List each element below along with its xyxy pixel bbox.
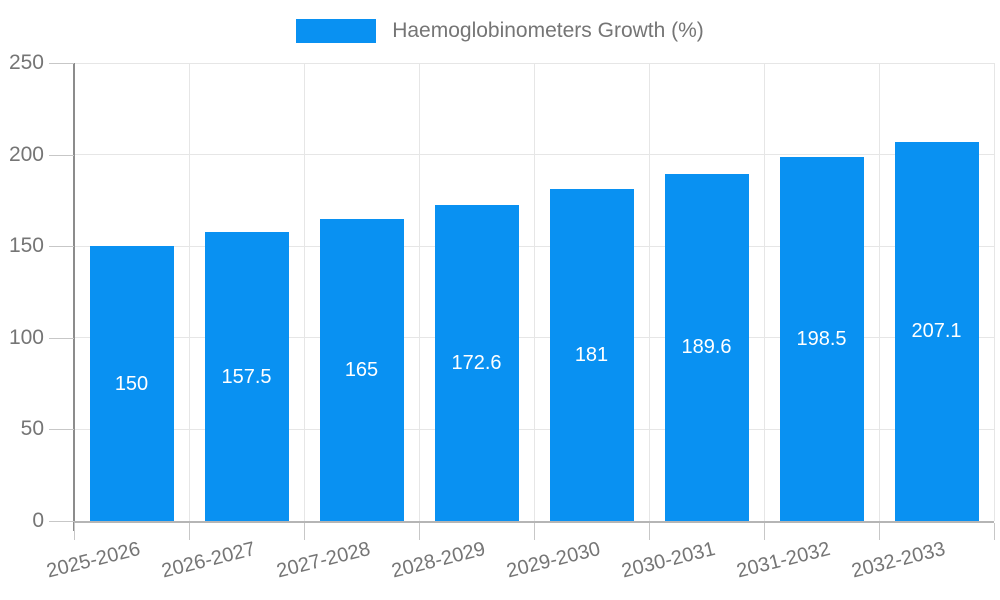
gridline-vertical: [878, 63, 880, 521]
y-axis-label: 50: [20, 417, 44, 441]
y-axis-label: 100: [8, 325, 44, 349]
legend-label: Haemoglobinometers Growth (%): [392, 19, 704, 42]
plot-area: 150 157.5 165 172.6 181 189.6 198.5 207.1: [74, 62, 995, 521]
x-axis-tick: [648, 523, 650, 540]
y-axis-label: 200: [8, 142, 44, 166]
y-axis-label: 0: [32, 509, 44, 532]
gridline-vertical: [763, 63, 765, 521]
x-axis-tick: [533, 523, 535, 540]
bar-value-label: 189.6: [681, 336, 732, 359]
y-axis-label: 250: [8, 51, 44, 74]
y-axis-label: 150: [8, 234, 44, 258]
bar-2030-2031: [664, 173, 749, 521]
y-axis-tick: [49, 429, 74, 431]
gridline-vertical: [303, 63, 305, 521]
y-axis-line: [73, 63, 75, 531]
bar-2031-2032: [779, 157, 864, 521]
bar-value-label: 181: [574, 344, 609, 367]
x-axis-tick: [763, 523, 765, 540]
x-axis-tick: [878, 523, 880, 540]
x-axis-tick: [188, 523, 190, 540]
bar-value-label: 150: [114, 372, 149, 395]
legend-item[interactable]: Haemoglobinometers Growth (%): [296, 19, 704, 43]
bar-2032-2033: [894, 141, 979, 521]
bar-value-label: 165: [344, 358, 379, 381]
bar-2028-2029: [434, 204, 519, 521]
x-axis-line: [74, 521, 994, 523]
y-axis-tick: [49, 154, 74, 156]
gridline-vertical: [418, 63, 420, 521]
legend: Haemoglobinometers Growth (%): [0, 19, 1000, 43]
bar-2025-2026: [89, 246, 174, 521]
bar-value-label: 172.6: [451, 351, 502, 374]
gridline-vertical: [188, 63, 190, 521]
bar-value-label: 207.1: [911, 320, 962, 343]
x-axis-tick: [993, 523, 995, 540]
y-axis-tick: [49, 246, 74, 248]
x-axis-tick: [303, 523, 305, 540]
gridline-vertical: [993, 63, 995, 521]
legend-swatch-icon: [296, 19, 377, 43]
bar-2029-2030: [549, 189, 634, 521]
x-axis-tick: [418, 523, 420, 540]
bar-value-label: 157.5: [221, 365, 272, 388]
bar-2027-2028: [319, 218, 404, 521]
y-axis-tick: [49, 337, 74, 339]
bar-2026-2027: [204, 232, 289, 521]
x-axis-tick: [73, 523, 75, 540]
gridline-vertical: [533, 63, 535, 521]
gridline-vertical: [648, 63, 650, 521]
bar-value-label: 198.5: [796, 328, 847, 351]
y-axis-tick: [49, 63, 74, 64]
y-axis-tick: [49, 521, 74, 522]
